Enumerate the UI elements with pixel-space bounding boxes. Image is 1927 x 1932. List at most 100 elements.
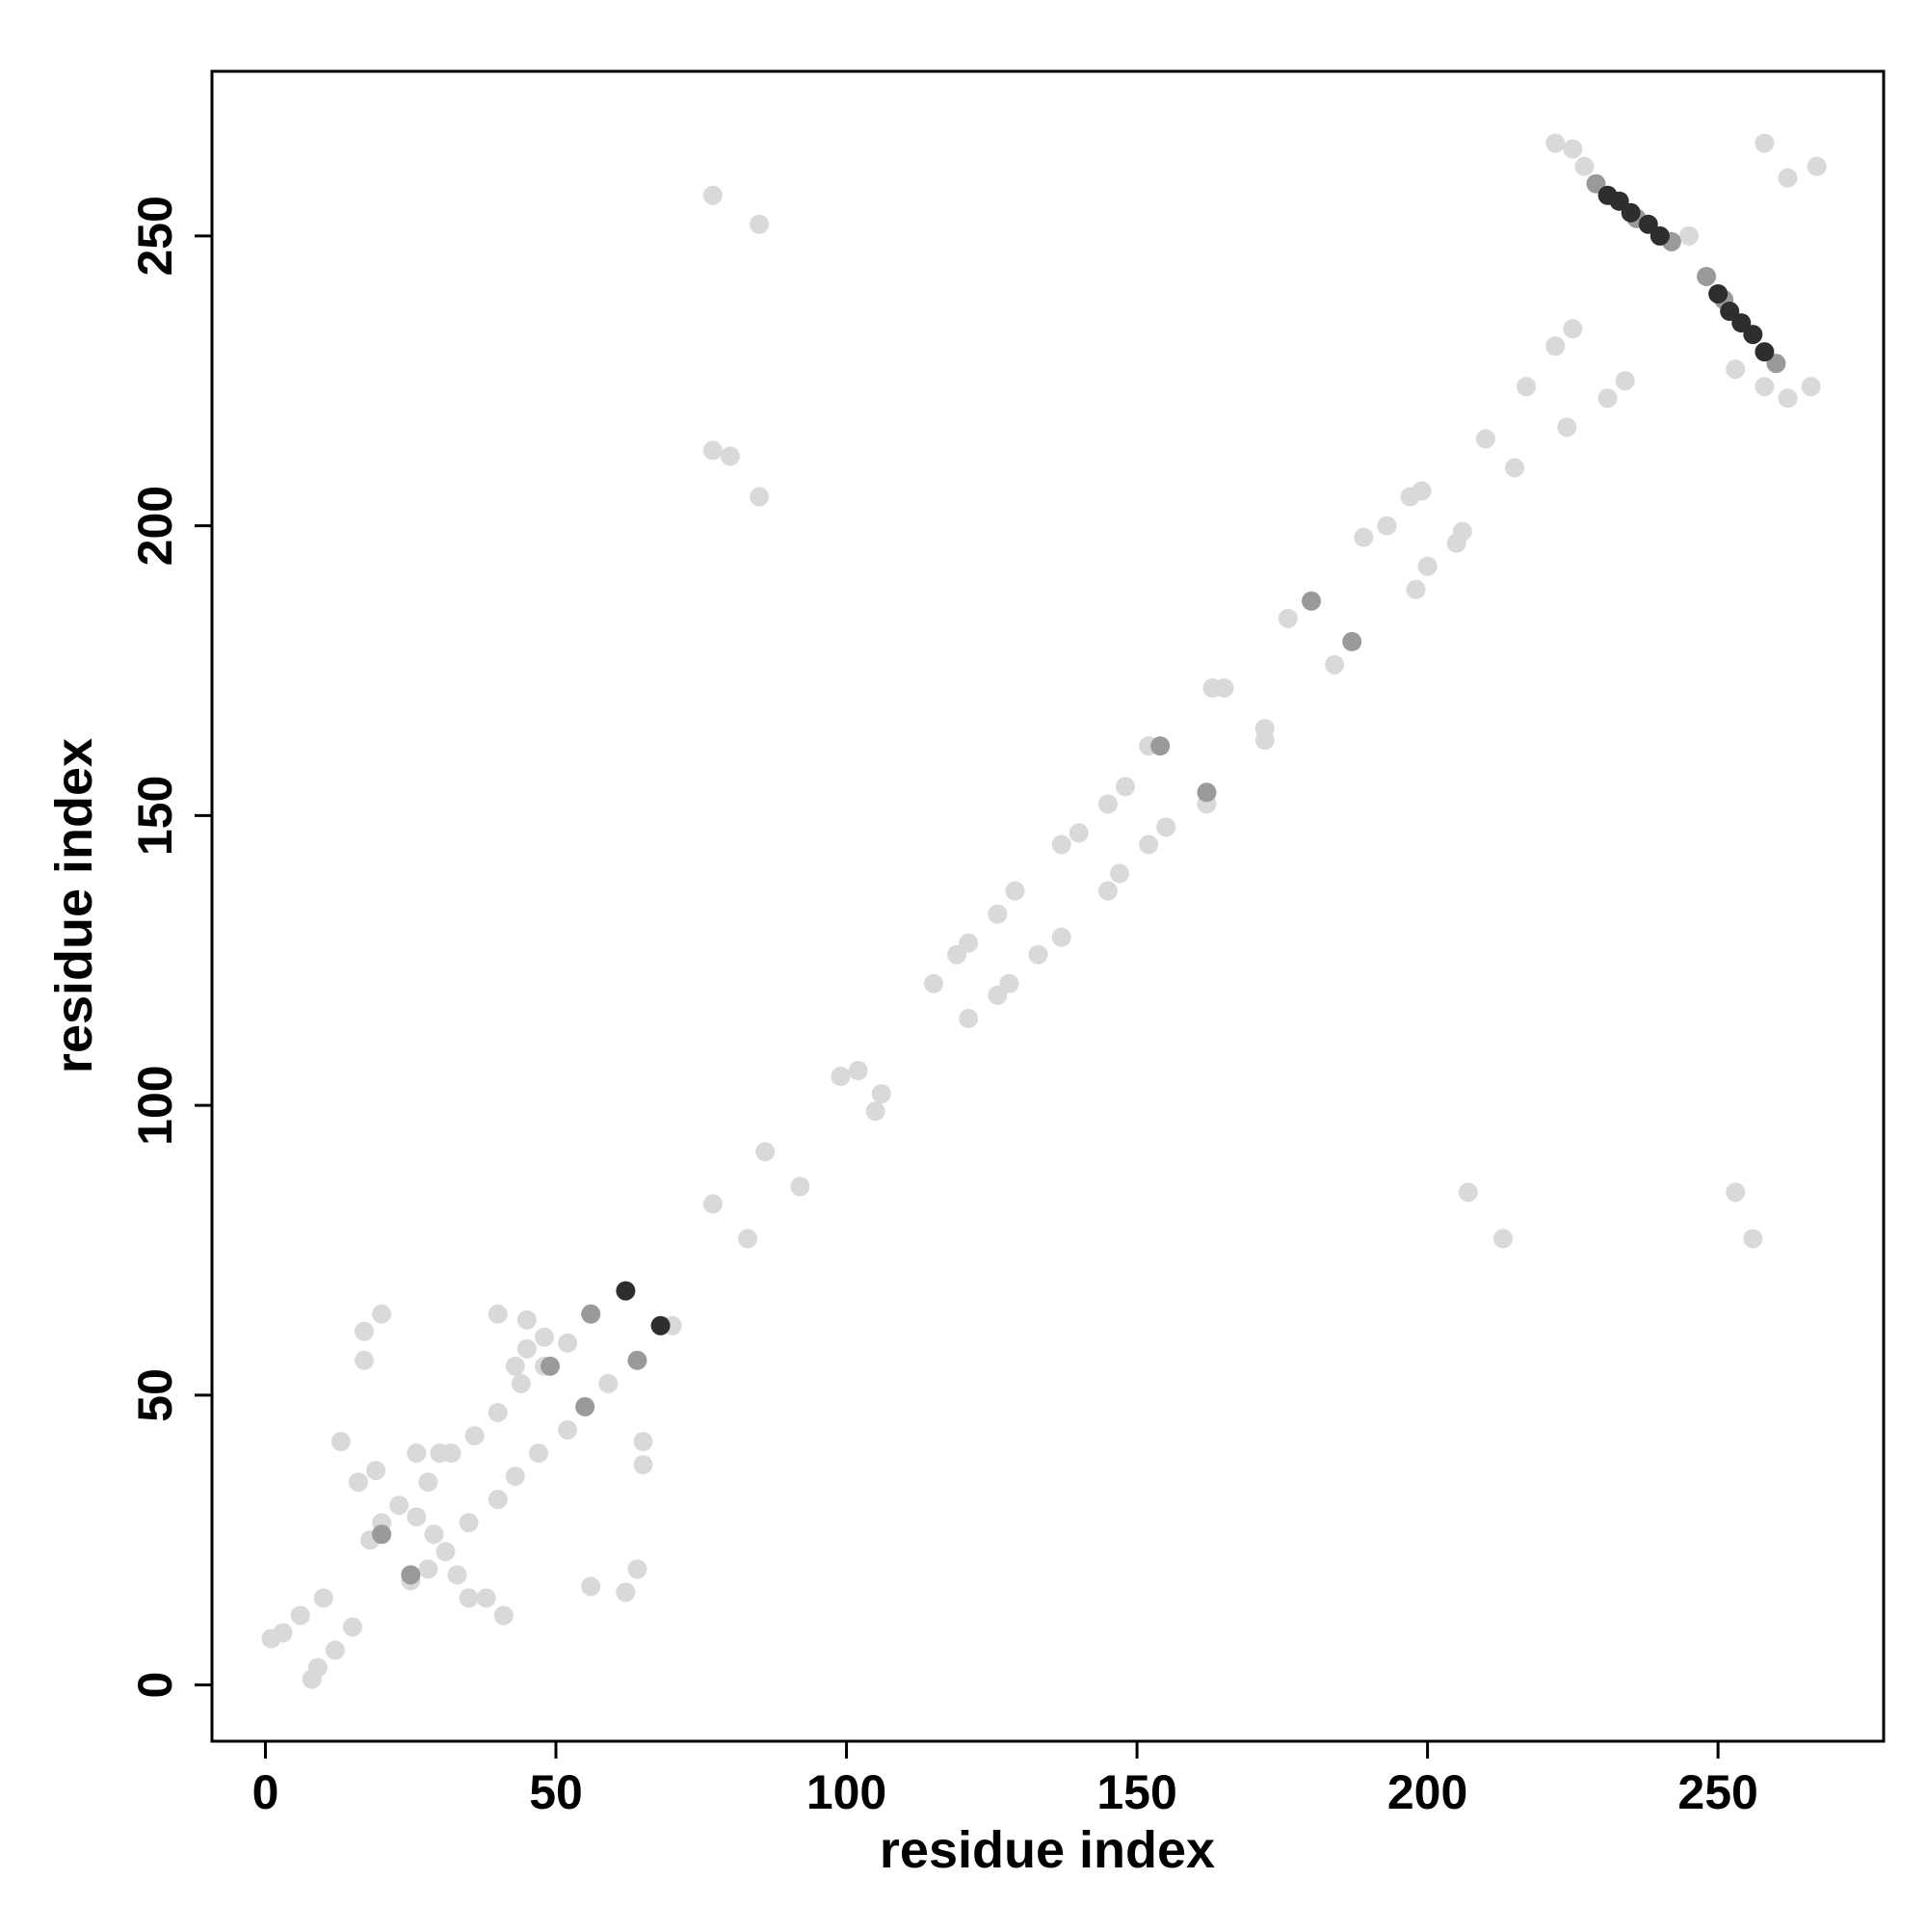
point: [1156, 817, 1176, 837]
point: [1109, 863, 1129, 884]
point: [302, 1669, 322, 1689]
point: [436, 1542, 456, 1562]
point: [1743, 325, 1763, 345]
point: [627, 1350, 647, 1370]
point: [1563, 139, 1583, 159]
point: [528, 1443, 548, 1464]
x-tick-label: 150: [1096, 1765, 1176, 1819]
point: [1475, 429, 1495, 449]
point: [325, 1640, 345, 1660]
point: [330, 1432, 351, 1452]
point: [1492, 1229, 1513, 1249]
x-axis-label: residue index: [880, 1821, 1215, 1879]
x-tick-label: 250: [1677, 1765, 1757, 1819]
point: [418, 1472, 438, 1493]
point: [1028, 944, 1048, 965]
point: [1452, 521, 1472, 542]
point: [616, 1582, 636, 1602]
point: [1615, 371, 1635, 391]
point: [290, 1605, 310, 1626]
point: [1755, 133, 1775, 153]
point: [1051, 834, 1071, 855]
plot-frame: [210, 69, 1886, 1743]
point: [1650, 225, 1670, 246]
point: [476, 1588, 496, 1608]
y-tick-label: 50: [128, 1368, 182, 1422]
point: [1778, 388, 1798, 409]
point: [1301, 591, 1321, 611]
point: [1621, 202, 1641, 223]
point: [755, 1142, 776, 1162]
point: [1377, 516, 1397, 536]
point: [488, 1304, 508, 1324]
point: [1005, 881, 1025, 901]
point: [493, 1605, 514, 1626]
point: [1755, 342, 1775, 362]
point: [1069, 823, 1089, 843]
point: [1563, 319, 1583, 339]
point: [355, 1321, 375, 1341]
y-tick-label: 150: [128, 776, 182, 856]
point: [505, 1467, 525, 1487]
point: [1254, 719, 1275, 739]
x-tick-label: 50: [529, 1765, 583, 1819]
point: [1545, 336, 1566, 357]
x-tick-label: 0: [252, 1765, 279, 1819]
point: [1801, 377, 1821, 397]
point: [831, 1067, 851, 1087]
point: [1708, 283, 1729, 304]
point: [1597, 388, 1618, 409]
point: [488, 1490, 508, 1510]
point: [1505, 458, 1525, 478]
point: [1807, 156, 1827, 176]
point: [1097, 881, 1118, 901]
point: [366, 1461, 386, 1481]
point: [1214, 678, 1234, 699]
point: [959, 1008, 979, 1028]
point: [372, 1304, 392, 1324]
point: [650, 1315, 671, 1336]
point: [1150, 736, 1171, 756]
point: [488, 1402, 508, 1422]
point: [418, 1559, 438, 1579]
point: [1726, 359, 1746, 380]
point: [790, 1177, 810, 1197]
point: [738, 1229, 758, 1249]
point: [848, 1061, 868, 1081]
point: [534, 1327, 554, 1347]
point: [1755, 377, 1775, 397]
point: [1574, 156, 1595, 176]
point: [558, 1333, 578, 1353]
point: [261, 1628, 281, 1649]
point: [1417, 556, 1438, 576]
point: [459, 1513, 479, 1533]
point: [1726, 1182, 1746, 1203]
point: [372, 1524, 392, 1545]
point: [581, 1304, 601, 1324]
point: [720, 446, 740, 466]
point: [598, 1373, 619, 1393]
point: [407, 1507, 427, 1527]
point: [1116, 777, 1136, 797]
point: [999, 973, 1019, 993]
point: [342, 1617, 362, 1637]
point: [1697, 266, 1717, 286]
point: [313, 1588, 333, 1608]
point: [1778, 168, 1798, 188]
point: [581, 1576, 601, 1597]
point: [1325, 654, 1345, 675]
point: [959, 933, 979, 953]
y-axis-label: residue index: [45, 738, 103, 1073]
point: [1557, 417, 1577, 437]
point: [702, 1194, 723, 1214]
point: [464, 1425, 485, 1445]
point: [516, 1310, 537, 1330]
point: [1097, 794, 1118, 814]
y-tick-label: 250: [128, 196, 182, 276]
point: [702, 440, 723, 461]
point: [1545, 133, 1566, 153]
point: [627, 1559, 647, 1579]
x-tick-label: 100: [806, 1765, 886, 1819]
point: [1051, 927, 1071, 947]
